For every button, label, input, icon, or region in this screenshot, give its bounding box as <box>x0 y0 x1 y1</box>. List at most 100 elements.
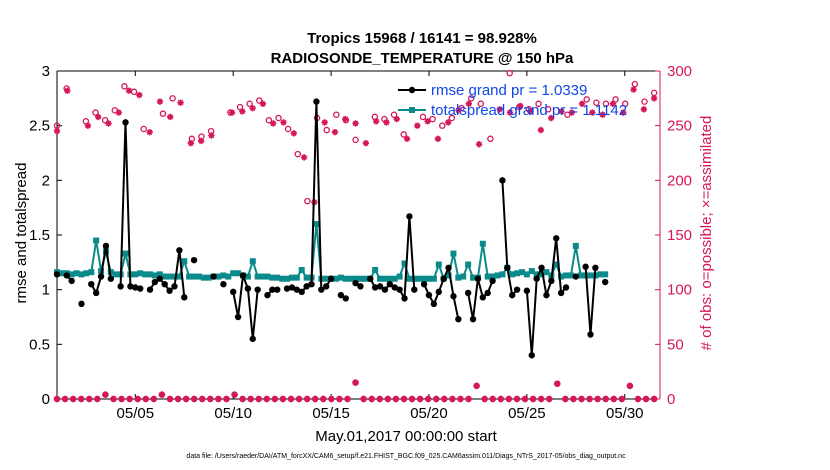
totalspread-point <box>176 273 183 280</box>
rmse-point <box>469 315 477 323</box>
obs-assimilated-marker <box>134 395 141 403</box>
rmse-point <box>132 284 139 291</box>
obs-assimilated-marker <box>287 395 295 403</box>
rmse-point <box>386 281 394 288</box>
totalspread-point <box>514 270 521 277</box>
totalspread-point <box>146 271 153 278</box>
obs-assimilated-marker <box>69 395 77 403</box>
x-tick-label: 05/20 <box>410 405 448 422</box>
totalspread-point <box>215 273 222 280</box>
obs-assimilated-marker <box>215 395 222 403</box>
y-right-tick-label: 150 <box>667 227 692 244</box>
obs-assimilated-marker <box>360 395 367 403</box>
obs-assimilated-marker <box>475 141 483 148</box>
totalspread-point <box>377 275 384 282</box>
obs-assimilated-marker <box>280 119 287 126</box>
obs-assimilated-marker <box>392 395 400 403</box>
obs-assimilated-marker <box>53 395 61 403</box>
obs-assimilated-marker <box>441 395 448 403</box>
left-axis-ticks: 0 0.5 1 1.5 2 2.5 3 <box>29 63 62 408</box>
obs-assimilated-marker <box>105 120 112 127</box>
totalspread-point <box>107 269 114 276</box>
totalspread-point <box>58 270 65 277</box>
y-tick-label: 1.5 <box>29 227 50 244</box>
obs-assimilated-marker <box>496 106 503 113</box>
x-tick-label: 05/05 <box>117 405 155 422</box>
totalspread-point <box>372 266 379 273</box>
obs-assimilated-marker <box>136 91 143 99</box>
totalspread-point <box>396 273 403 280</box>
obs-assimilated-marker <box>481 395 488 403</box>
totalspread-point <box>269 274 276 281</box>
obs-assimilated-marker <box>328 395 335 403</box>
rmse-point <box>117 283 124 290</box>
obs-possible-marker <box>583 96 590 103</box>
rmse-point <box>151 278 159 286</box>
rmse-point <box>504 264 511 271</box>
totalspread-point <box>191 273 198 280</box>
totalspread-point <box>259 273 266 280</box>
obs-assimilated-marker <box>568 109 575 116</box>
y-tick-label: 1 <box>42 282 50 299</box>
rmse-point <box>406 213 413 220</box>
rmse-point <box>440 275 447 282</box>
obs-assimilated-marker <box>320 395 327 403</box>
obs-assimilated-marker <box>182 395 190 403</box>
obs-assimilated-marker <box>630 86 637 93</box>
obs-assimilated-marker <box>400 395 408 403</box>
obs-assimilated-marker <box>599 111 606 118</box>
totalspread-point <box>567 272 574 279</box>
y-tick-label: 0.5 <box>29 336 50 353</box>
obs-assimilated-marker <box>383 119 390 126</box>
totalspread-point <box>533 271 540 278</box>
totalspread-point <box>494 272 501 279</box>
obs-possible-marker <box>467 95 475 102</box>
totalspread-point <box>93 237 100 244</box>
obs-assimilated-marker <box>167 113 174 121</box>
rmse-point <box>313 98 320 105</box>
totalspread-point <box>484 273 491 280</box>
totalspread-point <box>558 273 565 280</box>
totalspread-point <box>342 275 349 282</box>
totalspread-point <box>161 273 168 280</box>
totalspread-point <box>181 258 188 265</box>
obs-possible-marker <box>535 100 542 108</box>
totalspread-point <box>332 275 339 282</box>
obs-assimilated-marker <box>271 395 279 403</box>
obs-assimilated-marker <box>489 395 496 403</box>
rmse-point <box>63 272 70 279</box>
rmse-point <box>582 263 589 270</box>
rmse-point <box>474 275 482 282</box>
x-tick-label: 05/25 <box>508 405 546 422</box>
obs-assimilated-marker <box>362 139 370 147</box>
rmse-point <box>88 281 95 288</box>
obs-assimilated-marker <box>166 395 174 403</box>
obs-assimilated-marker <box>368 395 375 403</box>
obs-assimilated-marker <box>270 120 277 127</box>
totalspread-point <box>470 274 477 281</box>
obs-assimilated-marker <box>239 108 246 115</box>
obs-possible-marker <box>121 83 128 90</box>
totalspread-point <box>445 272 452 279</box>
totalspread-point <box>386 275 393 282</box>
obs-assimilated-marker <box>177 99 184 106</box>
rmse-point <box>78 300 85 308</box>
totalspread-point <box>587 272 594 279</box>
totalspread-point <box>572 242 579 249</box>
obs-assimilated-marker <box>290 130 297 137</box>
obs-assimilated-marker <box>424 118 431 125</box>
obs-possible-marker <box>390 111 398 118</box>
obs-assimilated-marker <box>61 395 69 403</box>
totalspread-point <box>362 275 369 282</box>
obs-possible-marker <box>400 131 407 138</box>
totalspread-point <box>391 275 398 282</box>
totalspread-point <box>455 274 462 281</box>
rmse-point <box>548 277 555 285</box>
rmse-point <box>450 293 457 300</box>
rmse-point <box>303 283 310 290</box>
rmse-point <box>435 288 442 296</box>
totalspread-point <box>347 275 354 282</box>
rmse-point <box>376 283 384 290</box>
obs-assimilated-marker <box>150 395 158 403</box>
obs-assimilated-marker <box>174 395 182 403</box>
